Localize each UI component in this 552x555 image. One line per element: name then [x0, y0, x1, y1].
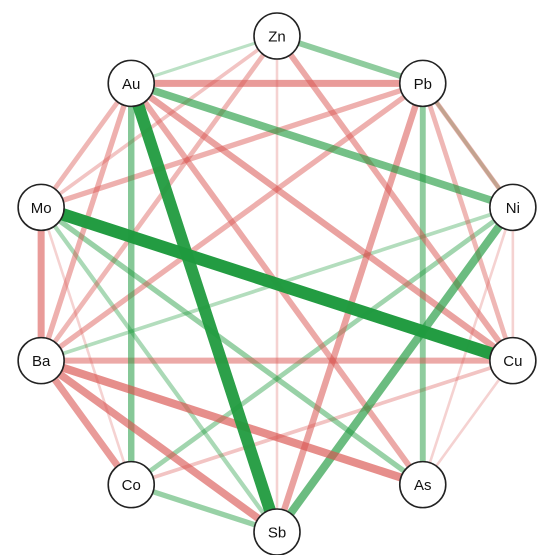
edge-ba-as [39, 356, 425, 489]
node-mo: Mo [17, 183, 65, 232]
edge-ba-zn [39, 34, 279, 363]
edge-au-sb [125, 81, 283, 534]
edge-mo-as [39, 205, 425, 487]
edge-ba-sb [38, 357, 280, 536]
node-co: Co [107, 460, 156, 509]
edge-ba-co [38, 358, 135, 487]
node-circle [398, 460, 447, 509]
node-ni: Ni [489, 183, 537, 232]
edge-mo-sb [39, 206, 279, 534]
node-label: Co [122, 477, 141, 494]
node-label: Sb [268, 525, 286, 542]
edge-au-ni [130, 79, 515, 211]
node-pb: Pb [398, 59, 447, 108]
edge-mo-co [39, 206, 133, 486]
node-label: Ba [32, 353, 51, 370]
node-circle [253, 12, 301, 60]
node-label: Au [122, 76, 140, 93]
node-sb: Sb [253, 508, 301, 555]
edge-ni-sb [273, 204, 517, 535]
node-label: Ni [506, 200, 520, 217]
edge-au-cu [129, 80, 515, 364]
node-circle [489, 183, 537, 232]
node-label: As [414, 477, 432, 494]
node-au: Au [107, 59, 156, 108]
node-circle [107, 460, 156, 509]
nodes-layer: Zn Pb Ni Cu As Sb Co Ba Mo Au [17, 12, 537, 555]
node-label: Zn [268, 29, 286, 46]
edge-co-cu [130, 358, 514, 487]
node-zn: Zn [253, 12, 301, 60]
edge-mo-pb [40, 80, 424, 210]
node-circle [489, 336, 537, 385]
edge-pb-ni [420, 81, 515, 209]
edge-co-sb [130, 482, 278, 535]
node-circle [398, 59, 447, 108]
edge-pb-ni [421, 82, 515, 209]
node-circle [17, 183, 65, 232]
edge-au-zn [130, 34, 278, 85]
node-circle [253, 508, 301, 555]
edge-zn-pb [276, 33, 424, 87]
node-circle [107, 59, 156, 108]
node-as: As [398, 460, 447, 509]
edge-zn-cu [274, 34, 516, 363]
node-label: Mo [31, 200, 52, 217]
edge-cu-as [421, 359, 514, 486]
node-circle [17, 336, 65, 385]
node-label: Pb [414, 76, 432, 93]
edge-mo-au [39, 81, 134, 209]
node-cu: Cu [489, 336, 537, 385]
edges-layer [37, 33, 517, 536]
node-ba: Ba [17, 336, 65, 385]
node-label: Cu [503, 353, 522, 370]
edge-mo-cu [39, 201, 515, 367]
edge-pb-cu [420, 82, 516, 362]
